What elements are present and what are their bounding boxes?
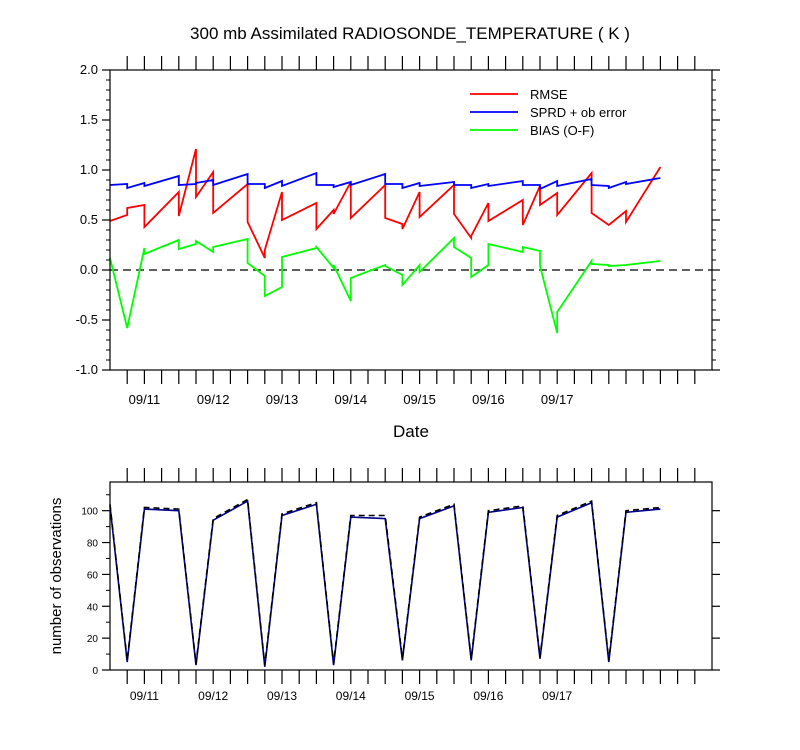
series-bias-o-f (109, 235, 661, 334)
y-tick-label: 60 (87, 570, 99, 581)
x-tick-label: 09/16 (472, 392, 505, 407)
top-series-group (109, 148, 712, 334)
bottom-series-group (109, 498, 661, 667)
x-tick-label: 09/11 (130, 689, 159, 703)
bottom-plot-frame (109, 481, 713, 671)
y-tick-label: -0.5 (76, 312, 98, 327)
top-plot-frame (109, 69, 713, 371)
y-tick-label: 0.0 (80, 262, 98, 277)
x-tick-label: 09/14 (336, 689, 366, 703)
y-tick-label: 100 (81, 507, 98, 518)
y-tick-label: 0.5 (80, 212, 98, 227)
series-observations-solid (109, 499, 661, 667)
series-sprd-ob-error (109, 171, 661, 191)
legend-label-sprd: SPRD + ob error (530, 105, 627, 120)
x-tick-label: 09/15 (403, 392, 436, 407)
y-tick-label: 0 (92, 666, 98, 677)
top-y-axis: -1.0 -0.5 0.0 0.5 1.0 1.5 2.0 (76, 62, 720, 377)
x-tick-label: 09/13 (266, 392, 299, 407)
bottom-y-axis: 0 20 40 60 80 100 (81, 494, 720, 677)
x-tick-label: 09/12 (198, 689, 228, 703)
y-tick-label: 40 (87, 602, 99, 613)
y-tick-label: 2.0 (80, 62, 98, 77)
y-tick-label: 80 (87, 539, 99, 550)
legend: RMSE SPRD + ob error BIAS (O-F) (470, 87, 627, 138)
chart-title: 300 mb Assimilated RADIOSONDE_TEMPERATUR… (190, 24, 630, 43)
y-tick-label: 1.5 (80, 112, 98, 127)
x-tick-label: 09/11 (129, 392, 161, 407)
top-x-axis: 09/11 09/12 09/13 09/14 09/15 09/16 09/17 (126, 56, 696, 407)
x-tick-label: 09/14 (335, 392, 368, 407)
y-axis-label-observations: number of observations (48, 498, 65, 655)
x-tick-label: 09/12 (197, 392, 230, 407)
y-tick-label: 20 (87, 634, 99, 645)
x-tick-label: 09/15 (405, 689, 435, 703)
x-tick-label: 09/16 (473, 689, 503, 703)
bottom-x-axis: 09/11 09/12 09/13 09/14 09/15 09/16 09/17 (126, 468, 696, 703)
series-rmse (109, 148, 662, 259)
x-tick-label: 09/13 (267, 689, 297, 703)
x-tick-label: 09/17 (541, 392, 574, 407)
series-observations-dashed (109, 498, 661, 666)
legend-label-bias: BIAS (O-F) (530, 123, 594, 138)
y-tick-label: 1.0 (80, 162, 98, 177)
x-axis-label: Date (393, 422, 429, 441)
x-tick-label: 09/17 (542, 689, 572, 703)
y-tick-label: -1.0 (76, 362, 98, 377)
legend-label-rmse: RMSE (530, 87, 568, 102)
